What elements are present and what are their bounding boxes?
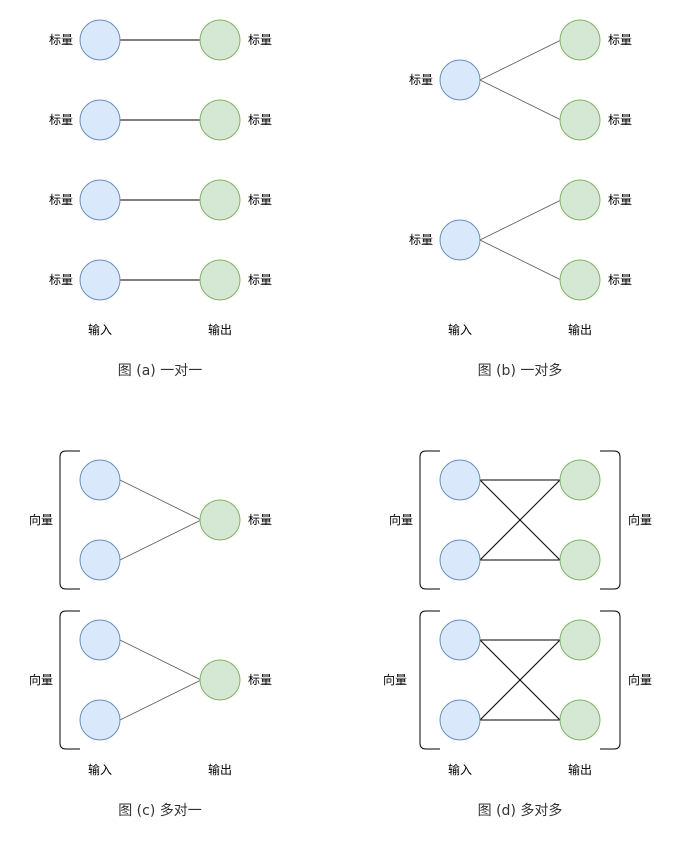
scalar-label: 标量 — [248, 273, 272, 287]
caption-c: 图 (c) 多对一 — [118, 802, 202, 819]
edge — [479, 479, 561, 561]
vector-bracket — [600, 610, 621, 750]
edge — [479, 39, 562, 81]
scalar-label: 标量 — [49, 33, 73, 47]
vector-bracket — [59, 610, 80, 750]
output-node — [559, 259, 601, 301]
output-label: 输出 — [568, 762, 592, 777]
edge — [479, 639, 561, 721]
caption-d: 图 (d) 多对多 — [478, 802, 563, 819]
scalar-label: 标量 — [49, 113, 73, 127]
input-node — [79, 539, 121, 581]
output-node — [199, 179, 241, 221]
vector-bracket — [419, 610, 440, 750]
scalar-label: 标量 — [409, 233, 433, 247]
input-node — [439, 619, 481, 661]
output-node — [559, 19, 601, 61]
output-node — [559, 539, 601, 581]
scalar-label: 标量 — [608, 113, 632, 127]
vector-label: 向量 — [29, 512, 53, 527]
diagram-d-many-to-many: 向量 向量 向量 向量 输入 输出 图 (d) 多对多 — [383, 450, 652, 819]
input-label: 输入 — [448, 322, 472, 337]
scalar-label: 标量 — [49, 273, 73, 287]
input-label: 输入 — [88, 762, 112, 777]
input-node — [79, 19, 121, 61]
input-node — [439, 539, 481, 581]
input-node — [439, 219, 481, 261]
vector-label: 向量 — [628, 512, 652, 527]
input-node — [79, 179, 121, 221]
scalar-label: 标量 — [608, 33, 632, 47]
scalar-label: 标量 — [608, 193, 632, 207]
input-label: 输入 — [448, 762, 472, 777]
output-label: 输出 — [208, 762, 232, 777]
input-node — [79, 259, 121, 301]
diagram-b-one-to-many: 标量 标量 标量 标量 标量 标量 输入 输出 图 (b) 一对多 — [409, 19, 632, 379]
scalar-label: 标量 — [248, 673, 272, 687]
caption-a: 图 (a) 一对一 — [118, 363, 202, 379]
edge — [479, 199, 562, 241]
output-node — [199, 499, 241, 541]
vector-bracket — [419, 450, 440, 590]
scalar-label: 标量 — [248, 193, 272, 207]
vector-label: 向量 — [628, 672, 652, 687]
scalar-label: 标量 — [608, 273, 632, 287]
vector-label: 向量 — [29, 672, 53, 687]
output-label: 输出 — [208, 322, 232, 337]
scalar-label: 标量 — [409, 73, 433, 87]
scalar-label: 标量 — [248, 113, 272, 127]
scalar-label: 标量 — [248, 33, 272, 47]
input-node — [439, 59, 481, 101]
input-node — [439, 459, 481, 501]
vector-label: 向量 — [383, 672, 407, 687]
edge — [119, 519, 202, 561]
input-node — [79, 619, 121, 661]
output-node — [559, 99, 601, 141]
output-node — [559, 699, 601, 741]
edge — [119, 639, 202, 681]
scalar-label: 标量 — [49, 193, 73, 207]
scalar-label: 标量 — [248, 513, 272, 527]
output-node — [559, 619, 601, 661]
output-node — [199, 99, 241, 141]
input-node — [439, 699, 481, 741]
vector-label: 向量 — [389, 512, 413, 527]
output-node — [559, 459, 601, 501]
output-node — [199, 659, 241, 701]
vector-bracket — [600, 450, 621, 590]
vector-bracket — [59, 450, 80, 590]
edge — [119, 479, 202, 521]
diagram-c-many-to-one: 向量 向量 标量 标量 输入 输出 图 (c) 多对一 — [29, 450, 272, 819]
diagram-a-one-to-one: 标量 标量 标量 标量 标量 标量 标量 标量 输入 输出 图 (a) 一对一 — [49, 19, 272, 379]
edge — [119, 679, 202, 721]
input-node — [79, 699, 121, 741]
edge — [479, 79, 562, 121]
input-label: 输入 — [88, 322, 112, 337]
edge — [479, 239, 562, 281]
caption-b: 图 (b) 一对多 — [478, 362, 563, 379]
input-node — [79, 459, 121, 501]
output-node — [199, 19, 241, 61]
output-node — [559, 179, 601, 221]
input-node — [79, 99, 121, 141]
output-label: 输出 — [568, 322, 592, 337]
output-node — [199, 259, 241, 301]
